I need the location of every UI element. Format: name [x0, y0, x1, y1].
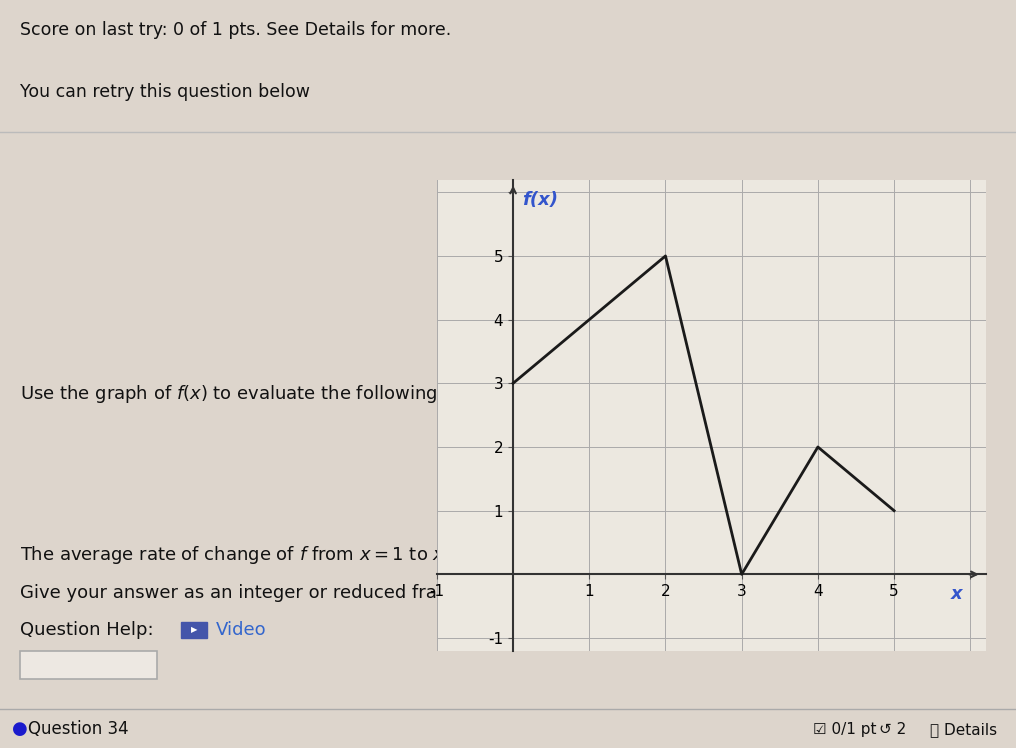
FancyBboxPatch shape — [181, 622, 207, 638]
FancyBboxPatch shape — [20, 652, 157, 679]
Text: Video: Video — [215, 621, 266, 639]
Text: Question 34: Question 34 — [28, 720, 129, 738]
Text: x: x — [951, 584, 963, 603]
Text: ↺ 2: ↺ 2 — [879, 722, 906, 737]
Text: Question Help:: Question Help: — [20, 621, 154, 639]
Text: Score on last try: 0 of 1 pts. See Details for more.: Score on last try: 0 of 1 pts. See Detai… — [20, 21, 451, 39]
Text: f(x): f(x) — [522, 191, 558, 209]
Text: The average rate of change of $f$ from $x=1$ to $x=5$ is: The average rate of change of $f$ from $… — [20, 544, 499, 566]
Text: ⓘ Details: ⓘ Details — [930, 722, 997, 737]
Text: ☑ 0/1 pt: ☑ 0/1 pt — [813, 722, 876, 737]
FancyBboxPatch shape — [655, 542, 813, 565]
Text: You can retry this question below: You can retry this question below — [20, 82, 310, 100]
Text: Check Answer: Check Answer — [30, 656, 147, 674]
Text: ●: ● — [12, 720, 28, 738]
Text: Give your answer as an integer or reduced fraction.: Give your answer as an integer or reduce… — [20, 583, 488, 601]
Text: Use the graph of $f(x)$ to evaluate the following:: Use the graph of $f(x)$ to evaluate the … — [20, 383, 443, 405]
Text: ▶: ▶ — [191, 625, 197, 634]
